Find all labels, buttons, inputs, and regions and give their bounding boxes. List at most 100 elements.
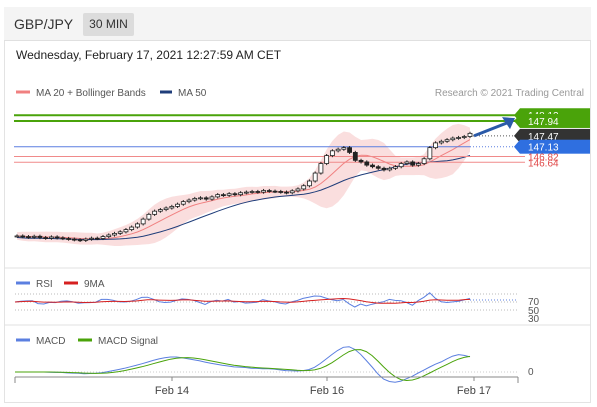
candle-body-67 [398, 163, 404, 168]
candle-body-55 [329, 150, 335, 156]
legend-9ma-label: 9MA [84, 279, 105, 290]
x-tick-label-0: Feb 14 [155, 385, 189, 397]
x-tick-label-2: Feb 17 [457, 385, 491, 397]
candle-body-40 [243, 191, 249, 194]
legend-ma20-label: MA 20 + Bollinger Bands [36, 88, 146, 99]
candle-body-70 [415, 163, 421, 166]
candle-body-48 [289, 190, 295, 194]
candle-body-22 [140, 218, 146, 225]
candle-body-51 [307, 180, 312, 187]
price-tag-147-94-pointer [514, 113, 520, 128]
legend-rsi-label: RSI [36, 279, 53, 290]
rsi-panel [14, 292, 518, 311]
candle-body-64 [381, 167, 387, 171]
candle-body-21 [135, 223, 140, 228]
candle-body-37 [226, 193, 232, 196]
rsi-label-70: 70 [528, 297, 540, 308]
price-tag-147-13-bg [520, 139, 590, 154]
candle-body-5 [43, 237, 49, 239]
candle-body-66 [393, 166, 398, 169]
candle-body-18 [117, 231, 123, 234]
timeframe-button[interactable]: 30 MIN [83, 13, 134, 36]
candle-body-50 [301, 185, 307, 190]
candle-body-3 [31, 235, 37, 238]
rsi-label-30: 30 [528, 314, 540, 325]
candle-body-19 [123, 229, 129, 233]
candle-body-43 [261, 190, 266, 193]
credit-text: Research © 2021 Trading Central [435, 88, 584, 99]
candle-body-53 [318, 163, 324, 174]
candle-body-17 [112, 233, 117, 236]
candle-body-1 [20, 235, 26, 238]
candle-body-35 [215, 194, 221, 198]
candle-body-74 [438, 140, 444, 144]
macd-panel [15, 346, 518, 383]
symbol-label: GBP/JPY [14, 16, 74, 32]
price-tag-146-82: 146.82 [528, 153, 559, 164]
rsi-line [14, 292, 471, 308]
legend-macd-label: MACD [36, 336, 65, 347]
candle-body-16 [106, 234, 112, 237]
candle-body-75 [444, 139, 450, 142]
candle-body-63 [375, 166, 381, 169]
projection-arrow-shaft [473, 120, 510, 138]
candle-body-25 [157, 209, 163, 212]
price-tag-147-47-pointer [514, 128, 520, 143]
macd-label-0: 0 [528, 367, 534, 378]
macd-signal-line [15, 349, 471, 382]
candle-body-78 [461, 136, 467, 138]
candle-body-42 [255, 191, 261, 193]
x-tick-label-1: Feb 16 [310, 385, 344, 397]
candle-body-14 [94, 237, 100, 240]
price-tag-147-13-pointer [514, 139, 520, 154]
candle-body-31 [192, 198, 198, 201]
price-tag-147-94-bg [520, 113, 590, 128]
candle-body-58 [347, 147, 352, 153]
candle-body-59 [352, 152, 358, 161]
candle-body-69 [410, 161, 416, 166]
chart-datetime: Wednesday, February 17, 2021 12:27:59 AM… [16, 48, 282, 62]
candle-body-60 [358, 159, 364, 163]
candle-body-79 [467, 132, 473, 137]
candle-body-12 [83, 238, 89, 241]
candle-body-13 [89, 237, 94, 240]
candle-body-2 [26, 236, 31, 238]
candle-body-45 [272, 190, 278, 193]
candle-body-38 [232, 193, 238, 196]
candle-body-56 [335, 148, 341, 152]
price-tag-147-94: 147.94 [528, 117, 559, 128]
candle-body-29 [180, 201, 186, 205]
candle-body-24 [152, 210, 158, 215]
candle-body-9 [66, 238, 72, 240]
legend-macd-signal-label: MACD Signal [98, 336, 158, 347]
candle-body-8 [60, 237, 66, 240]
candle-body-57 [341, 147, 347, 150]
chart-frame [4, 7, 591, 403]
candle-body-33 [203, 197, 209, 200]
candle-body-62 [370, 164, 375, 168]
price-tag-147-13: 147.13 [528, 143, 559, 154]
rsi-ma-line [14, 297, 471, 304]
candle-body-61 [364, 161, 370, 166]
candle-body-7 [54, 236, 60, 239]
candle-body-54 [324, 155, 330, 164]
candle-body-27 [169, 206, 175, 209]
candle-body-44 [266, 190, 272, 192]
candle-body-71 [421, 158, 427, 164]
candle-body-10 [71, 238, 77, 241]
candle-body-26 [163, 207, 169, 210]
candle-body-76 [450, 137, 456, 141]
candle-body-34 [209, 196, 215, 200]
candle-body-72 [427, 147, 433, 160]
candle-body-68 [404, 161, 410, 164]
candle-body-6 [49, 236, 54, 239]
candle-body-4 [37, 235, 43, 238]
candle-body-39 [238, 192, 244, 196]
candle-body-28 [175, 203, 180, 207]
candle-body-15 [100, 236, 106, 239]
candle-body-65 [387, 167, 393, 171]
candle-body-73 [433, 142, 438, 149]
candle-body-20 [129, 226, 135, 230]
price-tag-147-47: 147.47 [528, 132, 559, 143]
